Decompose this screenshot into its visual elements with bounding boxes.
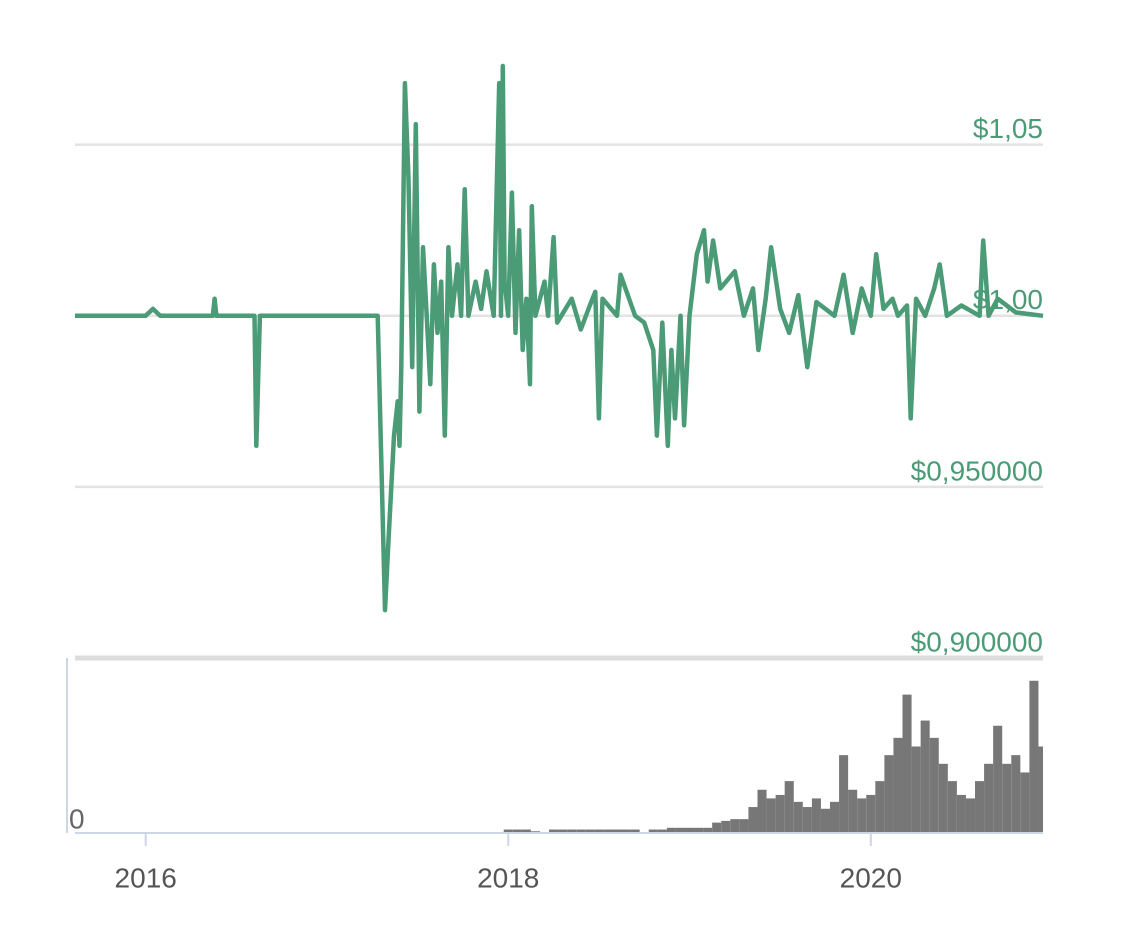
volume-bar bbox=[684, 827, 695, 833]
volume-bar bbox=[712, 822, 722, 833]
volume-bar bbox=[902, 694, 912, 833]
volume-bar bbox=[703, 827, 713, 833]
volume-bar bbox=[503, 829, 513, 833]
volume-bar bbox=[694, 827, 704, 833]
volume-bar bbox=[839, 755, 849, 833]
volume-bar bbox=[1029, 680, 1039, 833]
x-tick-label: 2018 bbox=[477, 862, 539, 893]
volume-bar bbox=[830, 801, 840, 833]
volume-bar bbox=[594, 829, 604, 833]
volume-bar bbox=[965, 798, 976, 833]
volume-bar bbox=[657, 829, 667, 833]
volume-bar bbox=[975, 781, 985, 833]
volume-bar bbox=[866, 794, 876, 833]
y-tick-label: $1,05 bbox=[973, 113, 1043, 144]
volume-bar bbox=[802, 807, 812, 833]
volume-bar bbox=[739, 819, 749, 833]
volume-bar bbox=[911, 746, 921, 833]
volume-bar bbox=[893, 737, 903, 833]
volume-bar bbox=[748, 807, 758, 833]
volume-bar bbox=[757, 789, 767, 833]
volume-bar bbox=[1020, 772, 1030, 833]
x-tick-label: 2016 bbox=[115, 862, 177, 893]
volume-bar bbox=[549, 829, 559, 833]
volume-bar bbox=[621, 829, 631, 833]
volume-bar bbox=[1002, 763, 1012, 833]
volume-bar bbox=[675, 827, 685, 833]
volume-bar bbox=[648, 829, 658, 833]
volume-bar bbox=[612, 829, 622, 833]
volume-bar bbox=[630, 829, 640, 833]
volume-bar bbox=[576, 829, 586, 833]
volume-bar bbox=[920, 720, 930, 833]
volume-bar bbox=[585, 829, 595, 833]
volume-bar bbox=[848, 789, 858, 833]
volume-bar bbox=[603, 829, 613, 833]
volume-bar bbox=[875, 781, 885, 833]
volume-bar bbox=[956, 794, 966, 833]
volume-bar bbox=[884, 755, 894, 833]
price-line bbox=[75, 63, 1044, 613]
volume-bar bbox=[784, 781, 794, 833]
y-tick-label: 0 bbox=[69, 803, 85, 834]
volume-bar bbox=[929, 737, 939, 833]
volume-bar bbox=[512, 829, 522, 833]
volume-bar bbox=[811, 798, 821, 833]
y-tick-label: $1,00 bbox=[973, 284, 1043, 315]
volume-bar bbox=[558, 829, 568, 833]
volume-bar bbox=[947, 781, 957, 833]
volume-bar bbox=[730, 819, 740, 833]
x-tick-label: 2020 bbox=[840, 862, 902, 893]
volume-bar bbox=[857, 798, 867, 833]
volume-bar bbox=[820, 808, 831, 833]
volume-bar bbox=[1038, 746, 1043, 833]
volume-bar bbox=[1011, 755, 1021, 833]
volume-bar bbox=[775, 794, 785, 833]
volume-bar bbox=[666, 827, 676, 833]
volume-bar bbox=[721, 820, 731, 833]
volume-bar bbox=[521, 829, 531, 833]
volume-bar bbox=[766, 798, 776, 833]
volume-bar bbox=[984, 763, 994, 833]
volume-bar bbox=[567, 829, 577, 833]
y-tick-label: $0,900000 bbox=[911, 626, 1043, 657]
volume-bar bbox=[938, 763, 948, 833]
y-tick-label: $0,950000 bbox=[911, 455, 1043, 486]
volume-bar bbox=[993, 725, 1003, 833]
volume-bar bbox=[793, 801, 803, 833]
